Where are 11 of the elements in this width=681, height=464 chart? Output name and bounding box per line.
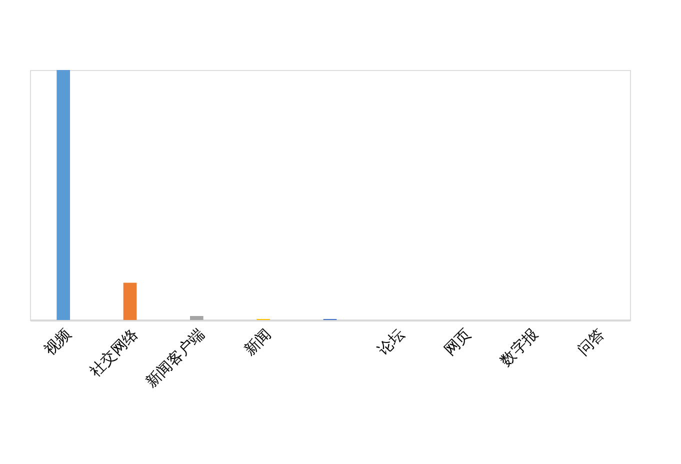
bar — [56, 70, 70, 320]
x-tick-label: 数字报 — [497, 326, 542, 370]
x-tick-label: 问答 — [574, 326, 608, 360]
x-tick-label: 视频 — [41, 326, 75, 360]
x-tick-label: 新闻 — [241, 326, 275, 360]
x-tick-label: 论坛 — [374, 326, 408, 360]
x-tick-label: 新闻客户端 — [142, 326, 208, 391]
bar — [190, 316, 204, 320]
bar — [123, 282, 137, 320]
x-tick-label: 网页 — [442, 326, 475, 360]
x-tick-label: 社交网络 — [86, 326, 142, 380]
